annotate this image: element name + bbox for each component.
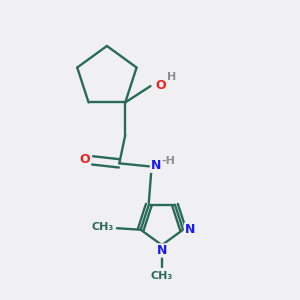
- Text: N: N: [151, 159, 161, 172]
- Text: CH₃: CH₃: [92, 222, 114, 232]
- Text: O: O: [156, 79, 166, 92]
- Text: H: H: [167, 72, 176, 82]
- Text: N: N: [157, 244, 167, 257]
- Text: -H: -H: [161, 156, 176, 166]
- Text: CH₃: CH₃: [151, 271, 173, 281]
- Text: O: O: [79, 153, 90, 166]
- Text: N: N: [184, 223, 195, 236]
